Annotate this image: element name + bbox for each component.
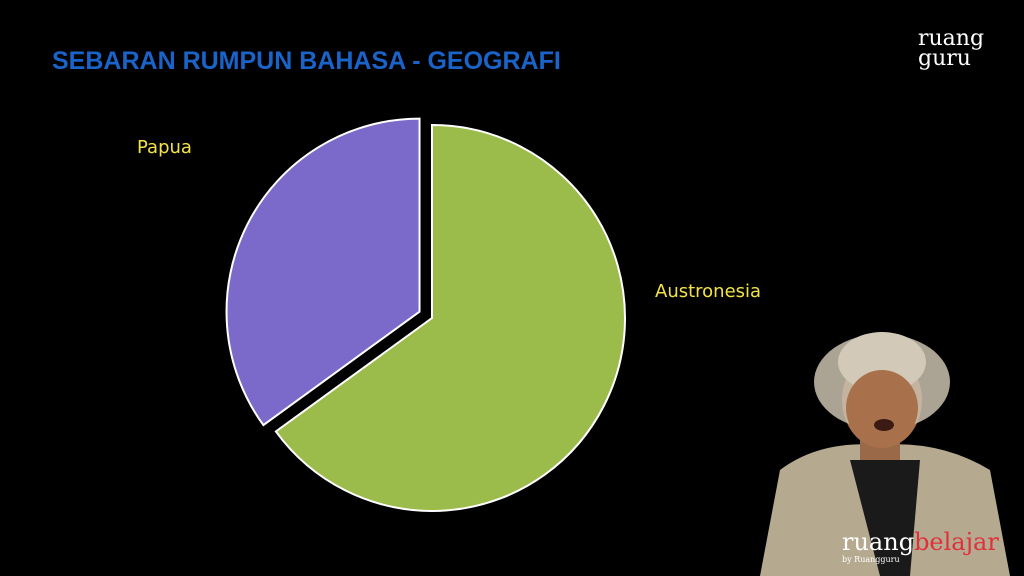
pie-slice: [274, 123, 626, 512]
slice-label: Austronesia: [655, 281, 761, 302]
logo-text: ruang: [918, 26, 984, 51]
logo-part: belajar: [914, 528, 999, 556]
face-front: [846, 370, 918, 446]
shirt: [850, 460, 920, 576]
logo-text: ruangbelajar: [842, 528, 999, 556]
mouth: [874, 419, 894, 431]
logo-byline: by Ruangguru: [842, 555, 900, 564]
pie-slice: [225, 117, 421, 427]
presenter: [760, 332, 1010, 576]
chart-title: SEBARAN RUMPUN BAHASA - GEOGRAFI: [52, 47, 561, 75]
logo-text: guru: [918, 46, 971, 71]
slice-label: Papua: [137, 137, 192, 158]
hat-top: [838, 332, 926, 392]
logo-part: ruang: [842, 528, 914, 556]
